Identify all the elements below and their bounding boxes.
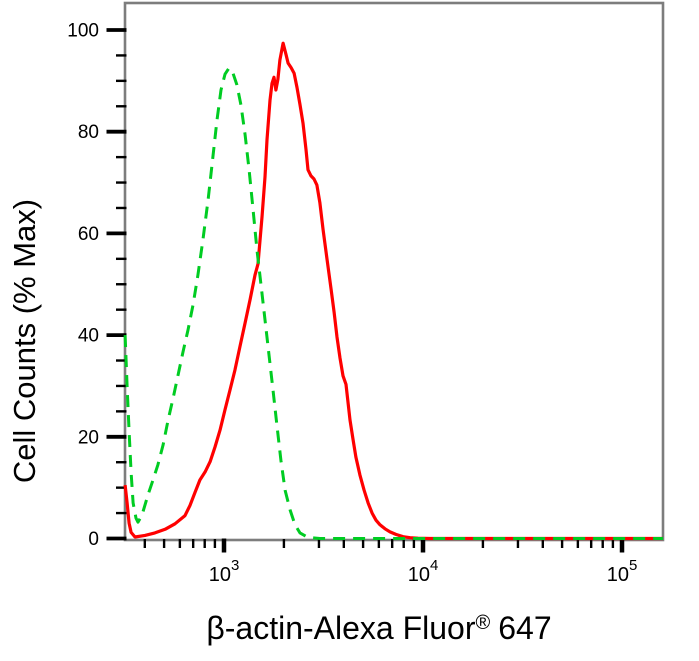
x-tick-label: 105	[607, 557, 638, 586]
x-axis-title-text: β-actin-Alexa Fluor	[206, 610, 476, 646]
y-tick-label: 20	[78, 427, 99, 448]
x-tick-label: 103	[209, 557, 240, 586]
registered-trademark-symbol: ®	[475, 612, 491, 634]
y-tick-label: 80	[78, 122, 99, 143]
y-tick-label: 100	[67, 21, 99, 42]
x-tick-label: 104	[408, 557, 439, 586]
y-tick-label: 60	[78, 224, 99, 245]
y-axis-title: Cell Counts (% Max)	[7, 198, 42, 484]
plot-border	[123, 1, 665, 542]
green-dashed-histogram-curve	[123, 66, 663, 540]
y-tick-label: 0	[88, 529, 99, 550]
x-axis-title-suffix: 647	[498, 610, 552, 646]
red-solid-histogram-curve	[123, 41, 663, 541]
y-tick-label: 40	[78, 326, 99, 347]
x-axis-title: β-actin-Alexa Fluor® 647	[206, 610, 551, 647]
